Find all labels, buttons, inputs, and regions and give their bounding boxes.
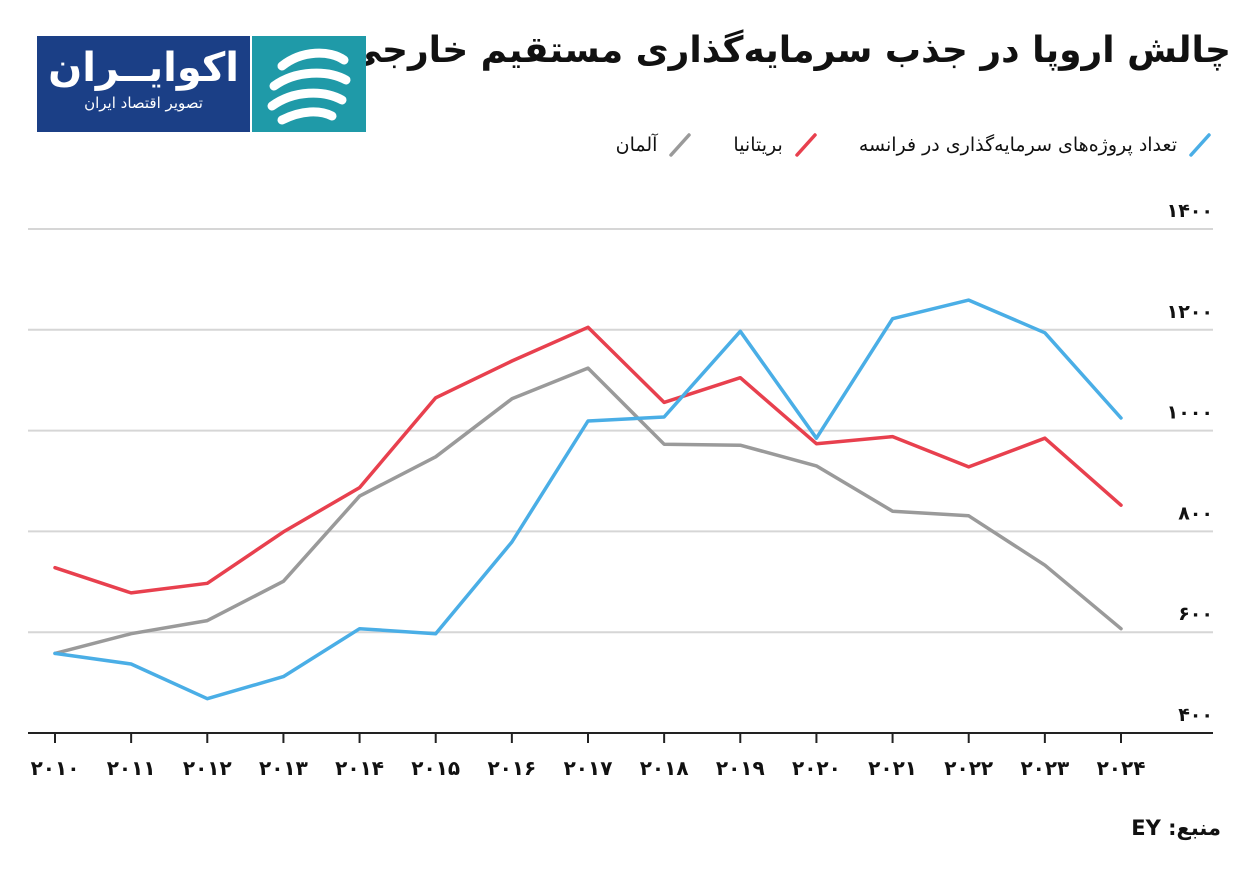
series-line-france [53, 298, 1123, 701]
legend-item-germany: آلمان [616, 132, 694, 158]
x-tick-label: ۲۰۲۲ [944, 756, 993, 780]
y-tick-label: ۱۴۰۰ [1167, 200, 1213, 222]
legend-label-france: تعداد پروژه‌های سرمایه‌گذاری در فرانسه [858, 134, 1177, 156]
legend-item-france: تعداد پروژه‌های سرمایه‌گذاری در فرانسه [859, 132, 1213, 158]
slash-icon [669, 133, 692, 157]
chart-legend: تعداد پروژه‌های سرمایه‌گذاری در فرانسه ب… [576, 130, 1213, 160]
y-axis-ticks: ۴۰۰ ۶۰۰ ۸۰۰ ۱۰۰۰ ۱۲۰۰ ۱۴۰۰ [1167, 200, 1213, 726]
y-tick-label: ۶۰۰ [1178, 603, 1213, 625]
x-tick-label: ۲۰۲۴ [1097, 756, 1146, 780]
x-tick-label: ۲۰۱۶ [487, 756, 536, 780]
series-lines [53, 298, 1123, 701]
x-tick-label: ۲۰۱۵ [411, 756, 460, 780]
y-tick-label: ۱۲۰۰ [1167, 301, 1213, 323]
slash-icon [795, 133, 817, 157]
x-tick-label: ۲۰۱۸ [640, 756, 689, 780]
wave-stripes-icon [252, 36, 366, 132]
logo-tagline: تصویر اقتصاد ایران [84, 94, 203, 112]
x-tick-label: ۲۰۲۱ [868, 756, 917, 780]
slash-icon [1189, 133, 1211, 157]
source-note: منبع: EY [1131, 816, 1221, 840]
x-tick-label: ۲۰۱۴ [335, 756, 384, 780]
y-tick-label: ۱۰۰۰ [1167, 402, 1213, 424]
logo-wordmark: اکوایــران تصویر اقتصاد ایران [37, 36, 250, 132]
brand-logo: اکوایــران تصویر اقتصاد ایران [37, 36, 366, 132]
x-tick-label: ۲۰۱۳ [259, 756, 308, 780]
y-tick-label: ۴۰۰ [1178, 704, 1213, 726]
legend-label-uk: بریتانیا [733, 134, 783, 156]
y-tick-label: ۸۰۰ [1178, 502, 1213, 524]
x-tick-label: ۲۰۱۹ [716, 756, 765, 780]
x-tick-label: ۲۰۲۰ [792, 756, 841, 780]
page-title: چالش اروپا در جذب سرمایه‌گذاری مستقیم خا… [345, 30, 1231, 71]
x-tick-label: ۲۰۱۲ [183, 756, 232, 780]
logo-name: اکوایــران [48, 45, 239, 91]
series-line-germany [53, 366, 1123, 656]
legend-label-germany: آلمان [615, 134, 658, 156]
series-line-uk [53, 325, 1123, 595]
x-tick-label: ۲۰۱۱ [107, 756, 156, 780]
grid-lines [28, 228, 1213, 634]
x-axis-ticks: ۲۰۱۰ ۲۰۱۱ ۲۰۱۲ ۲۰۱۳ ۲۰۱۴ ۲۰۱۵ ۲۰۱۶ ۲۰۱۷ ۲۰۱۸ ۲۰۱۹… [31, 733, 1146, 780]
legend-item-uk: بریتانیا [733, 132, 818, 158]
x-tick-label: ۲۰۱۰ [31, 756, 80, 780]
x-tick-label: ۲۰۱۷ [564, 756, 613, 780]
x-tick-label: ۲۰۲۳ [1020, 756, 1069, 780]
